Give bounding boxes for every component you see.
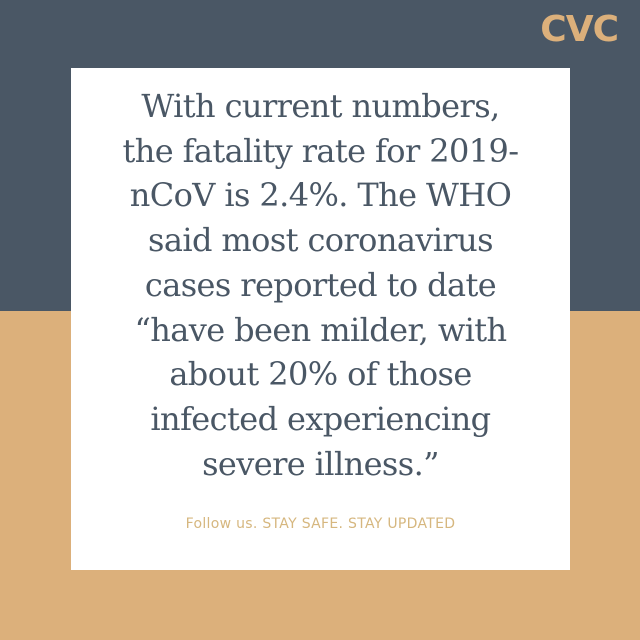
brand-logo: CVC (540, 9, 619, 50)
quote-line: infected experiencing (150, 399, 491, 438)
quote-line: said most coronavirus (148, 221, 494, 260)
quote-text: With current numbers, the fatality rate … (71, 84, 570, 486)
quote-line: “have been milder, with (134, 310, 507, 349)
quote-line: cases reported to date (144, 265, 497, 304)
footer-tagline: Follow us. STAY SAFE. STAY UPDATED (185, 516, 456, 532)
quote-line: nCoV is 2.4%. The WHO (129, 176, 512, 215)
quote-line: severe illness.” (202, 444, 439, 483)
quote-line: With current numbers, (141, 87, 500, 125)
quote-card: With current numbers, the fatality rate … (71, 68, 570, 570)
quote-line: the fatality rate for 2019- (122, 131, 520, 170)
quote-line: about 20% of those (169, 355, 472, 394)
